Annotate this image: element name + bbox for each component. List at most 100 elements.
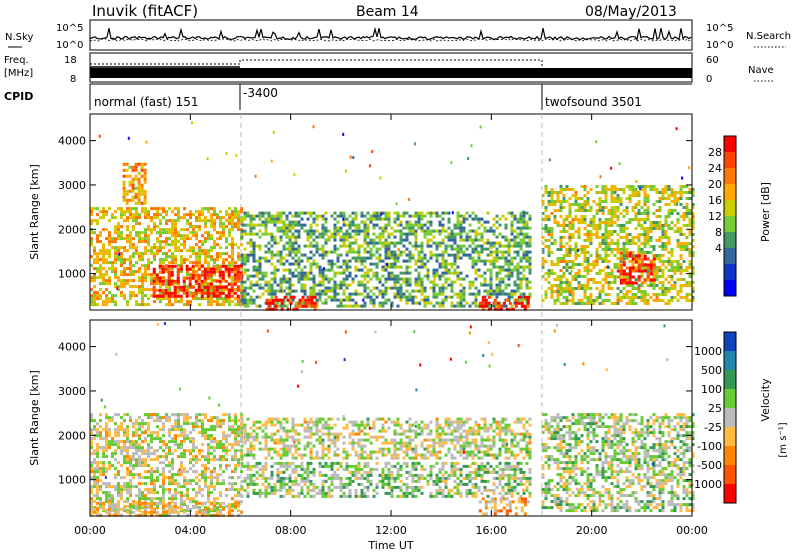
data-cell: [183, 246, 186, 250]
data-cell: [306, 256, 310, 260]
data-cell: [108, 431, 111, 435]
data-cell: [369, 253, 373, 257]
data-cell: [227, 288, 231, 292]
data-cell: [150, 458, 153, 462]
data-cell: [123, 500, 126, 504]
data-cell: [604, 236, 608, 239]
data-cell: [345, 274, 349, 278]
data-cell: [619, 212, 623, 215]
data-cell: [450, 265, 454, 269]
data-cell: [243, 292, 247, 296]
data-cell: [396, 259, 400, 263]
data-cell: [378, 277, 382, 281]
data-cell: [189, 440, 192, 444]
data-cell: [102, 228, 105, 232]
data-cell: [327, 250, 331, 254]
data-cell: [234, 216, 237, 220]
data-cell: [649, 224, 653, 227]
data-cell: [670, 248, 674, 251]
data-cell: [150, 476, 153, 480]
data-cell: [634, 227, 638, 230]
data-cell: [556, 263, 560, 266]
data-cell: [661, 263, 665, 266]
data-cell: [541, 236, 545, 239]
data-cell: [598, 203, 602, 206]
data-cell: [556, 197, 560, 200]
data-cell: [189, 422, 192, 426]
data-cell: [167, 264, 171, 268]
data-cell: [150, 249, 153, 253]
data-cell: [126, 425, 129, 429]
data-cell: [312, 274, 316, 278]
data-cell: [438, 304, 442, 308]
data-cell: [114, 452, 117, 456]
data-cell: [384, 277, 388, 281]
data-cell: [423, 286, 427, 290]
data-cell: [453, 253, 457, 257]
data-cell: [504, 304, 508, 308]
data-cell: [234, 288, 237, 292]
data-cell: [207, 210, 210, 214]
data-cell: [255, 304, 259, 308]
data-cell: [207, 264, 210, 268]
data-cell: [528, 256, 532, 260]
data-cell: [255, 223, 259, 227]
data-cell: [468, 238, 472, 242]
data-cell: [96, 449, 99, 453]
data-cell: [342, 283, 346, 287]
data-cell: [201, 431, 204, 435]
data-cell: [474, 235, 478, 239]
data-cell: [150, 434, 153, 438]
data-cell: [474, 232, 478, 236]
data-cell: [234, 243, 237, 247]
data-cell: [102, 279, 105, 283]
data-cell: [111, 494, 114, 498]
colorbar-tick-label: 16: [708, 194, 722, 207]
data-cell: [366, 292, 370, 296]
data-cell: [553, 290, 557, 293]
data-cell: [174, 434, 177, 438]
data-cell: [306, 235, 310, 239]
data-cell: [114, 252, 117, 256]
data-cell: [577, 275, 581, 278]
data-cell: [390, 253, 394, 257]
data-cell: [93, 291, 96, 295]
data-cell: [120, 237, 123, 241]
colorbar-tick-label: 4: [715, 242, 722, 255]
data-cell: [562, 197, 566, 200]
data-cell: [126, 428, 129, 432]
data-cell: [420, 223, 424, 227]
data-cell: [243, 286, 247, 290]
data-cell: [625, 281, 629, 285]
data-cell: [129, 488, 132, 492]
data-cell: [105, 467, 108, 471]
data-cell: [102, 207, 105, 211]
data-cell: [649, 278, 653, 282]
data-cell: [114, 285, 117, 289]
data-cell: [207, 300, 210, 304]
data-cell: [516, 286, 520, 290]
data-cell: [201, 476, 204, 480]
data-cell: [592, 224, 596, 227]
data-cell: [658, 293, 662, 296]
data-cell: [144, 458, 147, 462]
data-cell: [105, 273, 108, 277]
data-cell: [643, 245, 647, 248]
data-cell: [565, 284, 569, 287]
data-cell: [586, 263, 590, 266]
data-cell: [315, 214, 319, 218]
data-cell: [300, 271, 304, 275]
data-cell: [547, 275, 551, 278]
data-cell: [303, 277, 307, 281]
data-cell: [371, 150, 374, 154]
data-cell: [426, 274, 430, 278]
data-cell: [474, 229, 478, 233]
data-cell: [495, 295, 499, 299]
data-cell: [541, 257, 545, 260]
data-cell: [688, 293, 692, 296]
data-cell: [195, 491, 198, 495]
data-cell: [384, 226, 388, 230]
data-cell: [628, 200, 632, 203]
data-cell: [143, 192, 147, 196]
data-cell: [354, 265, 358, 269]
